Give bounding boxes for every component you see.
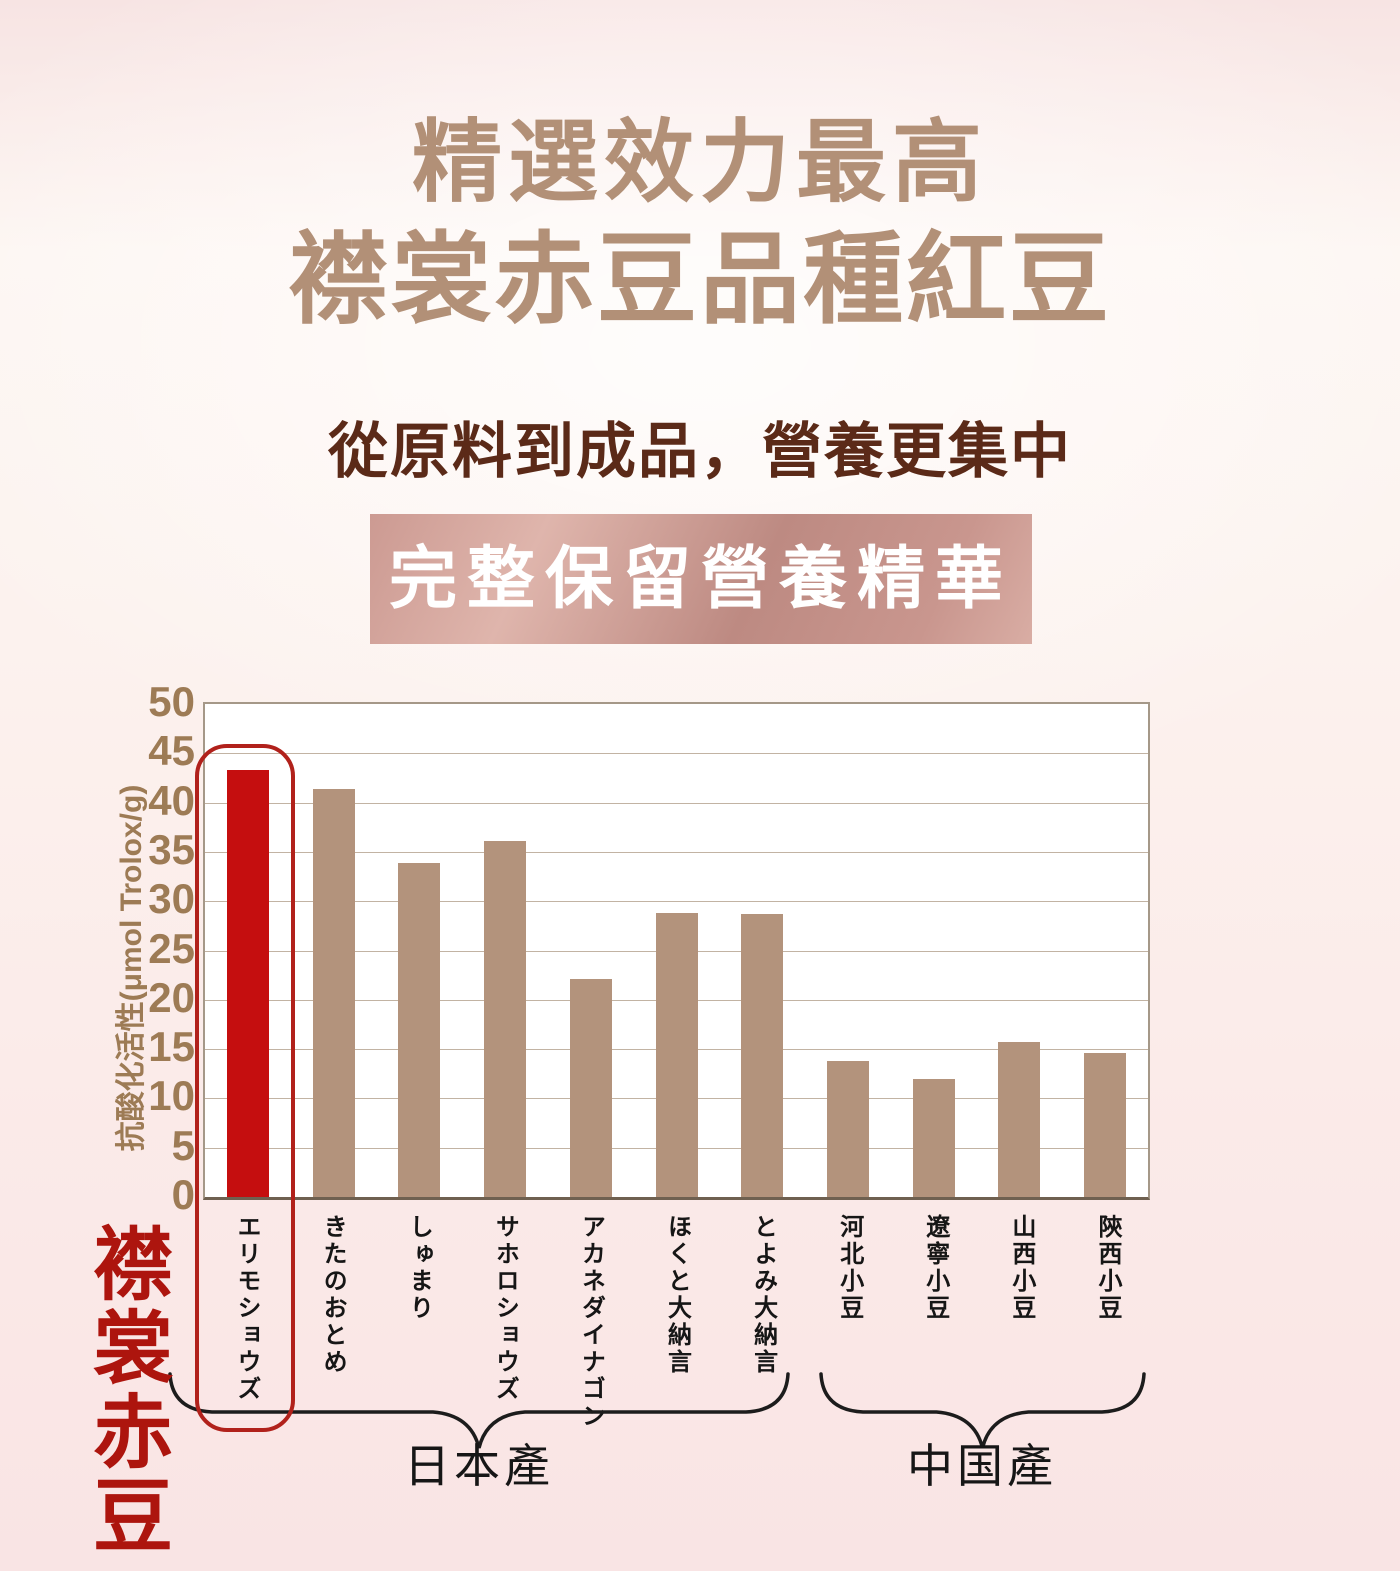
bar-山西小豆 [998,1042,1041,1197]
bar-ほくと大納言 [655,913,698,1197]
x-label-とよみ大納言: とよみ大納言 [749,1214,777,1376]
group-label-china: 中国產 [907,1440,1057,1492]
page-subtitle: 從原料到成品，營養更集中 [328,418,1072,485]
bar-slot [977,704,1063,1197]
x-label-エリモショウズ: エリモショウズ [233,1214,261,1403]
y-tick-label-35: 35 [148,825,195,873]
x-label-slot: とよみ大納言 [720,1214,806,1430]
bar-slot [891,704,977,1197]
x-label-slot: エリモショウズ [203,1214,289,1430]
y-tick-label-25: 25 [148,924,195,972]
x-label-山西小豆: 山西小豆 [1007,1214,1035,1322]
y-tick-label-20: 20 [148,973,195,1021]
bar-slot [805,704,891,1197]
highlight-variety-label: 襟裳赤豆 [82,1222,171,1558]
x-label-slot: サホロショウズ [461,1214,547,1430]
y-tick-label-40: 40 [148,776,195,824]
x-label-しゅまり: しゅまり [405,1214,433,1322]
bar-chart-plot-area [203,702,1150,1200]
x-label-河北小豆: 河北小豆 [835,1214,863,1322]
gridline-40 [205,802,1148,804]
bar-遼寧小豆 [912,1078,955,1197]
bars-row [205,704,1148,1197]
bar-slot [634,704,720,1197]
bar-とよみ大納言 [741,914,784,1197]
y-tick-label-15: 15 [148,1023,195,1071]
banner-text: 完整保留營養精華 [388,541,1013,617]
bar-しゅまり [398,862,441,1197]
bar-河北小豆 [827,1060,869,1197]
x-label-slot: アカネダイナゴン [547,1214,633,1430]
bar-サホロショウズ [484,841,527,1197]
y-tick-label-45: 45 [148,727,195,775]
x-label-slot: 陝西小豆 [1064,1214,1150,1430]
bar-slot [376,704,462,1197]
x-label-slot: 山西小豆 [978,1214,1064,1430]
y-tick-label-0: 0 [171,1171,195,1218]
bar-slot [205,704,291,1197]
y-tick-label-5: 5 [171,1121,195,1169]
x-label-サホロショウズ: サホロショウズ [491,1214,519,1403]
x-label-アカネダイナゴン: アカネダイナゴン [577,1214,605,1430]
bar-slot [1062,704,1148,1197]
x-label-遼寧小豆: 遼寧小豆 [921,1214,949,1322]
x-label-slot: きたのおとめ [289,1214,375,1430]
bar-slot [548,704,634,1197]
x-label-ほくと大納言: ほくと大納言 [663,1214,691,1376]
bar-陝西小豆 [1084,1053,1127,1197]
y-tick-label-50: 50 [148,678,195,725]
x-label-きたのおとめ: きたのおとめ [319,1214,347,1376]
highlight-outline-box [195,744,295,1432]
group-label-japan: 日本產 [404,1440,554,1492]
bar-slot [462,704,548,1197]
x-label-slot: しゅまり [375,1214,461,1430]
bar-slot [291,704,377,1197]
bar-slot [719,704,805,1197]
gridline-45 [205,753,1148,755]
page-title-line2: 襟裳赤豆品種紅豆 [288,224,1112,336]
gridline-30 [205,901,1148,903]
y-tick-label-10: 10 [148,1072,195,1120]
banner-ribbon: 完整保留營養精華 [370,514,1032,644]
gridline-35 [205,851,1148,853]
page-title-line1: 精選效力最高 [412,113,988,213]
x-axis-labels: エリモショウズ きたのおとめ しゅまり サホロショウズ アカネダイナゴン ほくと大納言 とよ… [203,1214,1150,1430]
x-label-slot: 河北小豆 [806,1214,892,1430]
y-tick-label-30: 30 [148,875,195,923]
bar-アカネダイナゴン [569,979,612,1197]
bar-エリモショウズ [226,770,269,1197]
y-axis-ticks: 50 45 40 35 30 25 20 15 10 5 0 [100,681,195,1216]
x-label-slot: 遼寧小豆 [892,1214,978,1430]
x-label-陝西小豆: 陝西小豆 [1093,1214,1121,1322]
bar-きたのおとめ [312,788,355,1197]
x-label-slot: ほくと大納言 [633,1214,719,1430]
